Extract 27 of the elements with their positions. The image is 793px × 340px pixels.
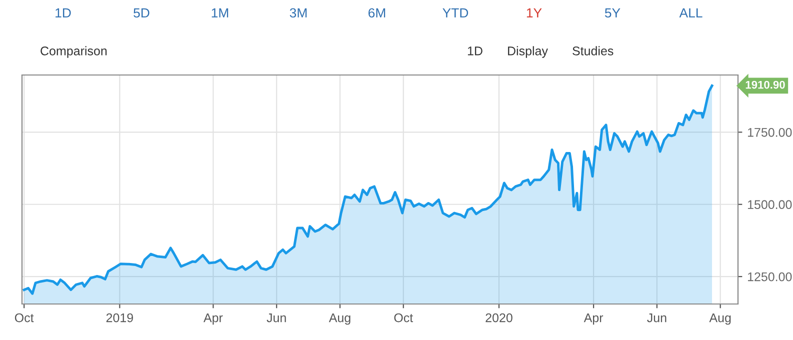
x-tick-label: Oct — [14, 313, 34, 322]
x-tick-label: 2019 — [106, 313, 133, 322]
x-tick-label: 2020 — [486, 313, 512, 322]
text: ALL — [679, 8, 702, 18]
text: Display — [508, 46, 548, 58]
text: Studies — [572, 46, 614, 56]
y-tick-label: 1500.00 — [748, 200, 792, 210]
text: 5Y — [604, 8, 620, 18]
x-tick-label: Aug — [709, 313, 731, 325]
text: 1D — [56, 8, 71, 18]
text: YTD — [442, 8, 468, 18]
text: 6M — [368, 8, 386, 18]
x-tick-label: Jun — [266, 313, 286, 322]
y-tick-label: 1250.00 — [748, 272, 792, 282]
text: 1M — [212, 8, 228, 18]
x-tick-label: Apr — [584, 313, 604, 325]
text: Comparison — [40, 46, 107, 58]
text: 1D — [468, 46, 482, 56]
x-tick-label: Aug — [328, 313, 350, 325]
x-tick-label: Oct — [394, 313, 414, 322]
x-tick-label: Apr — [204, 313, 223, 325]
x-tick-label: Jun — [647, 313, 666, 322]
text: 1Y — [526, 8, 542, 18]
y-tick-label: 1750.00 — [748, 128, 792, 137]
text: 5D — [134, 8, 150, 18]
text: 1910.90 — [746, 80, 785, 89]
text: 3M — [290, 8, 307, 18]
